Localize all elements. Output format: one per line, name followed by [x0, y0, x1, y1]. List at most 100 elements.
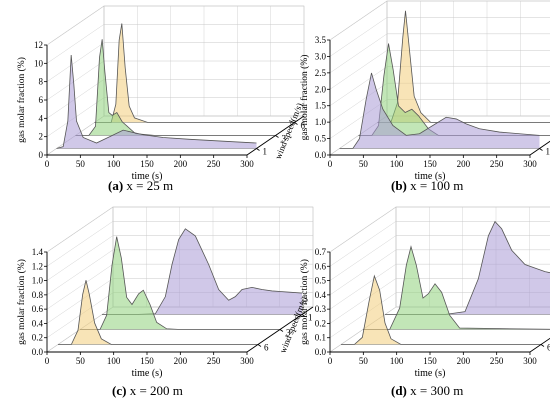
series-area-1 [56, 55, 257, 149]
y-tick-label: 0.7 [315, 247, 327, 257]
series-line-1 [385, 220, 550, 315]
x-tick-label: 150 [423, 356, 437, 366]
series-area-3 [363, 246, 550, 330]
series-area-3 [80, 236, 280, 330]
side-grid-line [329, 278, 397, 324]
side-grid-line [46, 60, 105, 101]
y-tick-label: 0.3 [315, 304, 327, 314]
z-tick-mark [540, 344, 545, 347]
x-tick-label: 50 [76, 356, 86, 366]
panel-3: 0 50 100 150 200 250 300 0.0 0.2 0.4 0.6 0.8 1.0 1.2 1… [16, 206, 314, 398]
side-edge [46, 206, 114, 253]
side-edge [329, 0, 388, 41]
x-axis-label: time (s) [415, 171, 446, 182]
panel-letter: (c) [112, 383, 126, 398]
y-tick-label: 1.5 [315, 101, 327, 111]
z-tick-label: 6 [547, 343, 550, 353]
series-line-1 [56, 54, 257, 149]
x-tick-label: 0 [328, 356, 333, 366]
y-tick-label: 1.0 [315, 117, 327, 127]
z-tick-label: 1 [546, 147, 550, 157]
y-tick-label: 0.6 [315, 261, 327, 271]
side-edge [46, 5, 105, 46]
side-edge [329, 206, 397, 253]
z-tick-mark [539, 148, 543, 151]
x-tick-label: 200 [174, 159, 188, 169]
x-axis-label: time (s) [132, 171, 163, 182]
y-tick-label: 0 [39, 150, 44, 160]
series-line-3 [363, 245, 550, 330]
x-tick-label: 300 [523, 356, 537, 366]
series-line-1 [339, 72, 540, 149]
x-tick-label: 100 [107, 159, 121, 169]
panel-position: x = 200 m [126, 383, 182, 398]
series-area-6 [341, 275, 541, 345]
x-tick-label: 50 [76, 159, 86, 169]
side-grid-line [46, 42, 105, 82]
y-tick-label: 2.0 [315, 84, 327, 94]
series-line-1 [102, 228, 303, 315]
y-tick-label: 0.1 [315, 333, 326, 343]
side-grid-line [329, 235, 397, 281]
y-tick-label: 4 [39, 113, 44, 123]
y-axis-label: gas molar fraction (%) [299, 259, 310, 345]
side-grid-line [329, 50, 388, 90]
z-tick-mark [275, 135, 279, 138]
y-tick-label: 8 [39, 77, 44, 87]
z-tick-mark [257, 344, 262, 347]
x-tick-label: 100 [390, 159, 404, 169]
z-tick-mark [301, 314, 306, 317]
side-grid-line [46, 278, 114, 324]
x-tick-label: 250 [207, 356, 221, 366]
x-tick-label: 300 [523, 159, 537, 169]
side-grid-line [329, 292, 397, 338]
z-tick-label: 6 [301, 121, 306, 131]
x-tick-label: 250 [490, 159, 504, 169]
z-tick-label: 1 [308, 313, 313, 323]
x-tick-label: 250 [207, 159, 221, 169]
series-area-6 [58, 280, 258, 345]
y-tick-label: 6 [39, 95, 44, 105]
panel-caption: (c) x = 200 m [112, 383, 183, 398]
x-axis-label: time (s) [132, 368, 163, 379]
y-tick-label: 0.0 [315, 347, 327, 357]
y-tick-label: 0.2 [315, 318, 326, 328]
side-grid-line [329, 33, 388, 74]
panel-position: x = 25 m [123, 178, 173, 193]
panel-position: x = 100 m [407, 178, 463, 193]
x-tick-label: 0 [45, 159, 50, 169]
x-tick-label: 200 [457, 159, 471, 169]
panel-caption: (b) x = 100 m [391, 178, 463, 193]
y-axis-label: gas molar fraction (%) [16, 57, 27, 143]
y-tick-label: 0.4 [32, 318, 44, 328]
y-tick-label: 0.0 [315, 150, 327, 160]
x-tick-label: 200 [457, 356, 471, 366]
side-grid-line [329, 17, 388, 57]
panel-caption: (a) x = 25 m [108, 178, 173, 193]
y-tick-label: 10 [34, 58, 44, 68]
y-tick-label: 0.8 [32, 290, 44, 300]
x-tick-label: 50 [359, 159, 369, 169]
series-area-3 [75, 39, 276, 136]
x-tick-label: 0 [45, 356, 50, 366]
z-tick-mark [294, 122, 298, 125]
side-grid-line [329, 82, 388, 123]
z-tick-label: 6 [264, 343, 269, 353]
series-area-1 [102, 228, 302, 315]
series-line-3 [80, 236, 280, 330]
x-tick-label: 150 [140, 159, 154, 169]
y-axis-label: gas molar fraction (%) [16, 259, 27, 345]
side-grid-line [46, 249, 114, 296]
z-tick-label: 1 [263, 147, 268, 157]
y-tick-label: 0.5 [315, 134, 327, 144]
side-grid-line [329, 263, 397, 310]
x-tick-label: 50 [359, 356, 369, 366]
panel-caption: (d) x = 300 m [391, 383, 463, 398]
side-grid-line [329, 66, 388, 106]
side-grid-line [329, 249, 397, 296]
x-tick-label: 200 [174, 356, 188, 366]
panel-1: 0 50 100 150 200 250 300 0 2 4 6 8 10 12 1 3 6 time (s) ga… [16, 5, 306, 193]
y-tick-label: 1.4 [32, 247, 44, 257]
z-tick-mark [279, 329, 284, 332]
